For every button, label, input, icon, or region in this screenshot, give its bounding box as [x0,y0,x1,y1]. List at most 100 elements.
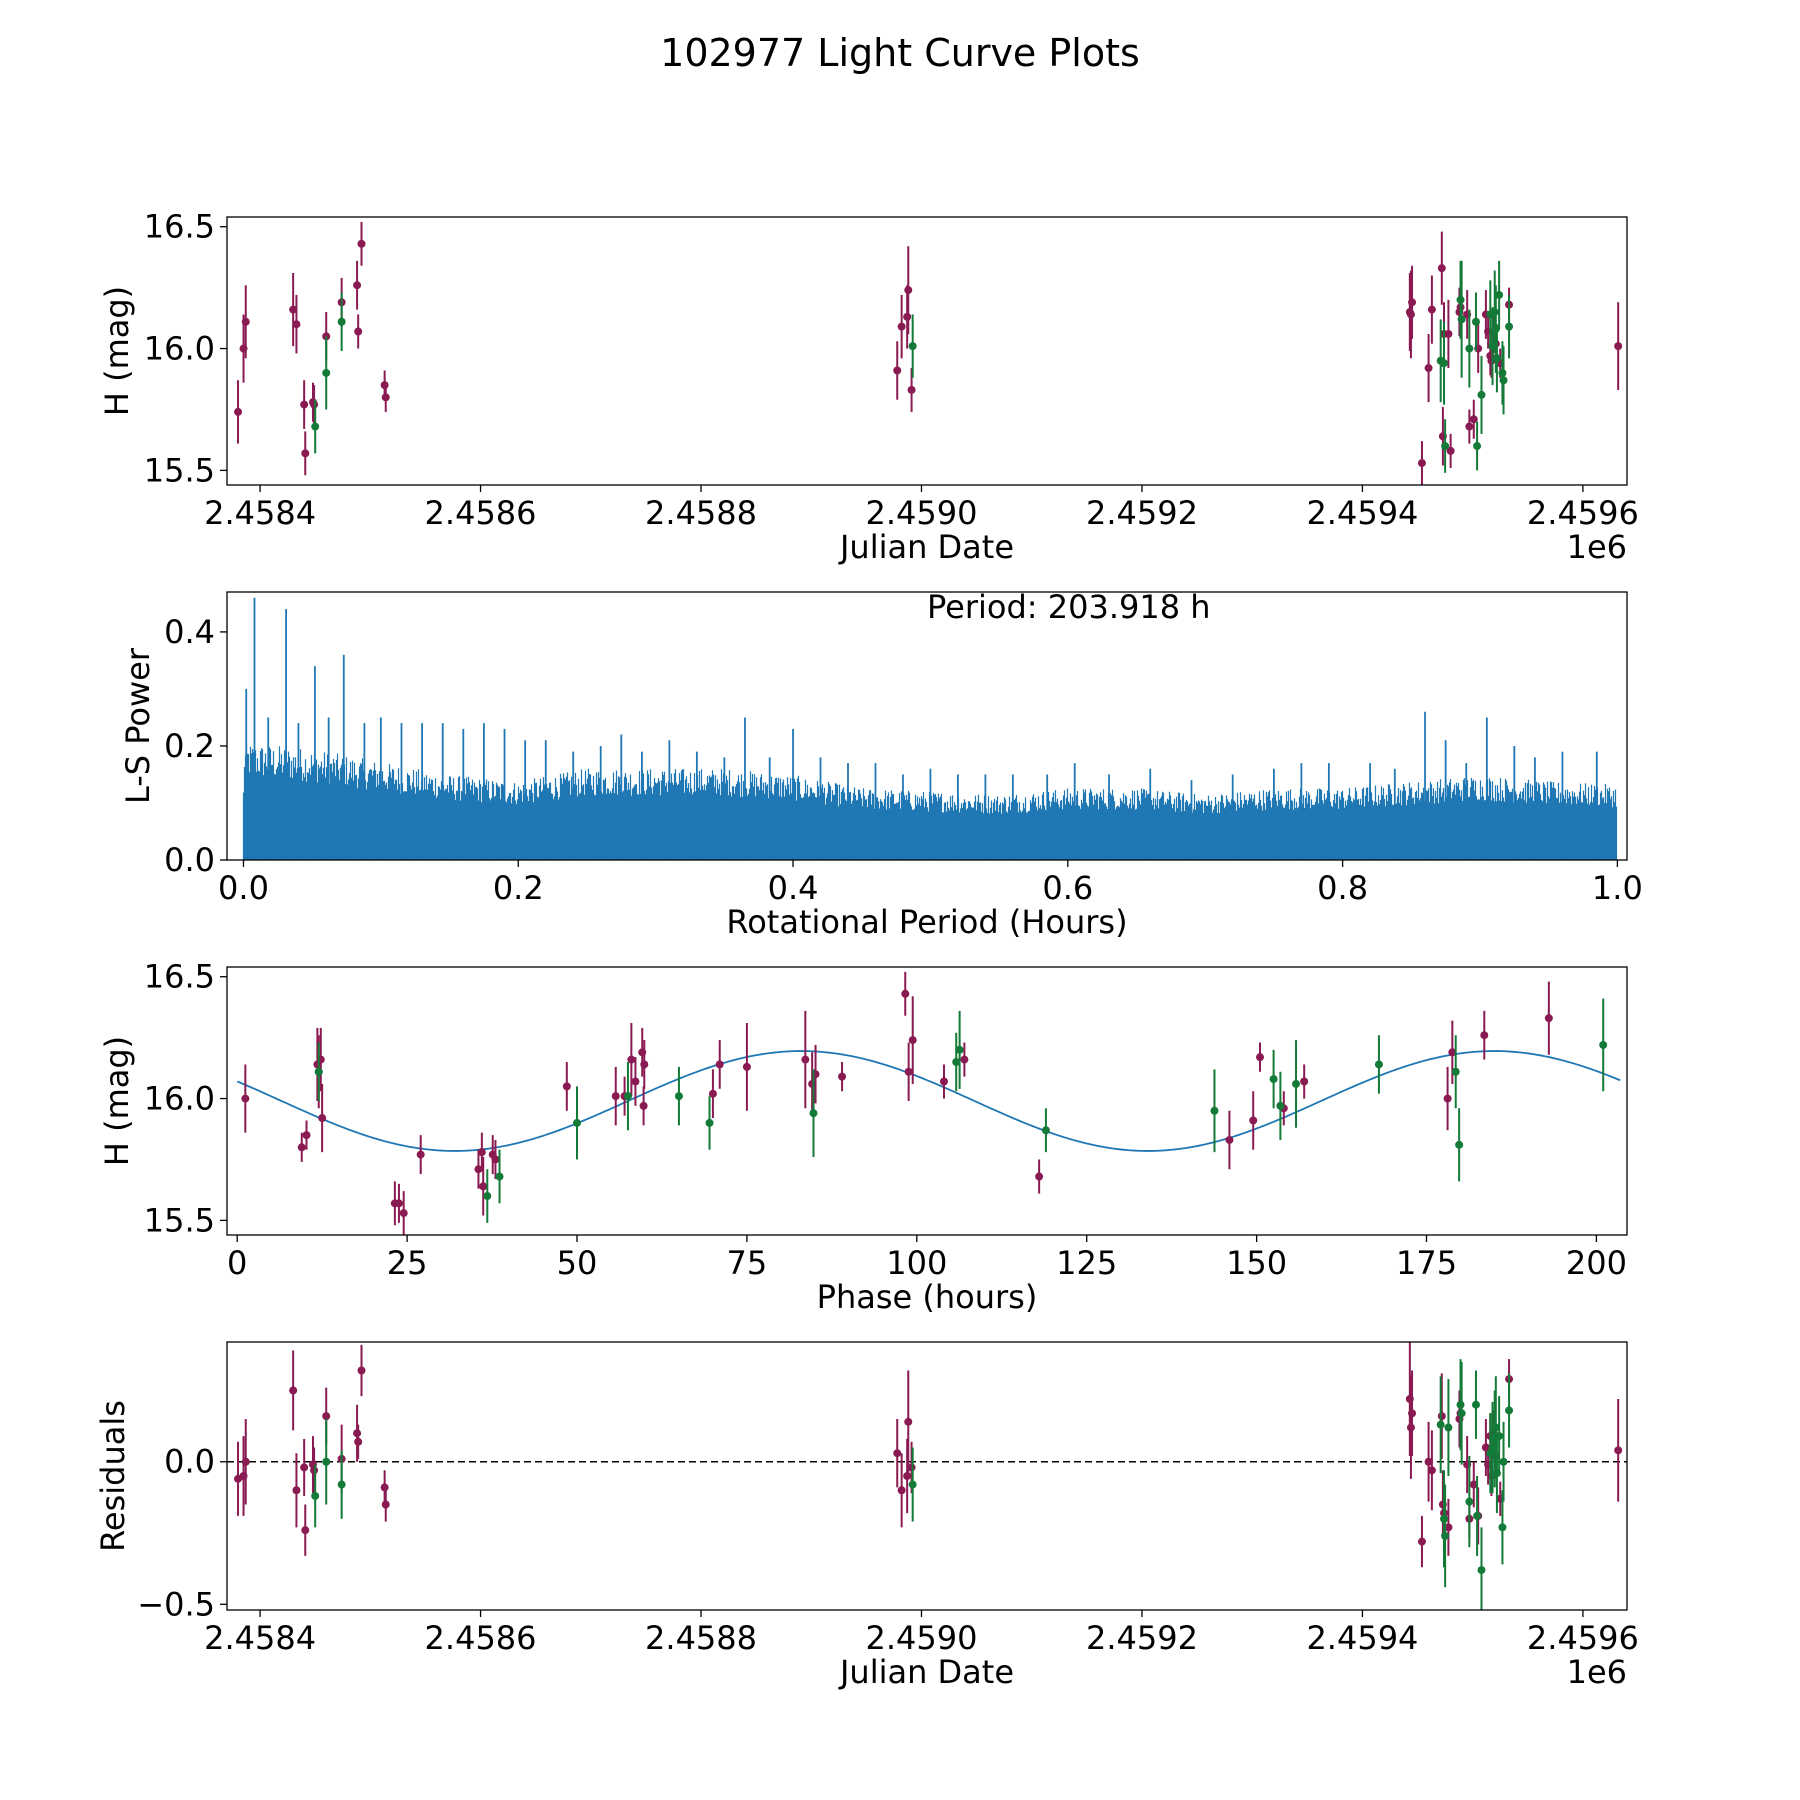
x-tick-label: 0.8 [1317,869,1368,907]
green-data-point [1276,1101,1285,1110]
x-tick-label: 0.4 [768,869,819,907]
green-data-point [495,1172,504,1181]
panel-residuals-frame [226,1341,1628,1611]
green-data-point [1456,1400,1465,1409]
panel-julian-date-frame [226,216,1628,486]
maroon-data-point [477,1148,486,1157]
clipped-marks [236,971,1621,1235]
maroon-data-point [1256,1053,1265,1062]
maroon-data-point [1437,264,1446,273]
green-data-point [1441,442,1450,451]
sinusoid-fit-curve [236,1050,1621,1152]
panel-phase: 0 25 50 75 100 125 150 175 200 15.5 16.0 16.5 Phase… [98,958,1628,1316]
maroon-data-point [234,407,243,416]
maroon-data-point [1424,364,1433,373]
maroon-data-point [631,1077,640,1086]
x-tick-label: 100 [886,1244,947,1282]
green-data-point [1440,1514,1449,1523]
green-data-point [1456,295,1465,304]
y-tick-label: 16.0 [144,330,215,368]
y-tick-label: 0.4 [164,613,215,651]
maroon-data-point [1443,1094,1452,1103]
maroon-data-point [353,1429,362,1438]
x-tick-label: 125 [1056,1244,1117,1282]
maroon-data-point [1424,1457,1433,1466]
green-data-point [1455,1140,1464,1149]
x-tick-label: 2.4592 [1086,494,1198,532]
x-tick-label: 50 [557,1244,598,1282]
panel-periodogram-plot-area [242,597,1618,860]
maroon-data-point [1427,1466,1436,1475]
panel-periodogram-frame [226,591,1628,861]
maroon-data-point [903,1472,912,1480]
y-tick-label: −0.5 [137,1585,215,1623]
maroon-data-point [301,449,310,458]
y-tick-label: 0.0 [164,841,215,879]
x-tick-label: 2.4588 [645,494,757,532]
maroon-data-point [241,317,250,326]
green-data-point [1499,376,1508,385]
green-data-point [1465,344,1474,353]
maroon-data-point [708,1089,717,1098]
green-data-point [623,1092,632,1101]
maroon-data-point [1448,1048,1457,1057]
green-data-point [1441,1531,1450,1540]
maroon-data-point [1408,298,1417,307]
x-tick-label: 2.4590 [866,494,978,532]
green-data-point [1495,1432,1504,1441]
y-tick-label: 16.5 [144,958,215,996]
panel-periodogram: 0.0 0.2 0.4 0.6 0.8 1.0 0.0 0.2 0.4 Period: 203.… [119,588,1643,941]
maroon-data-point [1408,1409,1417,1418]
maroon-data-point [357,1366,366,1375]
maroon-data-point [241,1094,250,1103]
green-data-point [1473,442,1482,451]
maroon-data-point [357,239,366,248]
maroon-data-point [897,1486,906,1495]
x-tick-label: 2.4594 [1306,1619,1418,1657]
panel-periodogram-xlabel: Rotational Period (Hours) [726,903,1127,941]
maroon-data-point [310,1466,319,1475]
y-tick-label: 16.5 [144,208,215,246]
maroon-data-point [302,1131,311,1140]
panel-phase-ylabel: H (mag) [98,1036,136,1166]
x-tick-label: 175 [1396,1244,1457,1282]
panel-residuals-plot-area [227,1342,1627,1610]
green-data-point [705,1118,714,1127]
periodogram-spectrum [242,742,1618,860]
green-data-point [1465,1497,1474,1506]
y-tick-label: 15.5 [144,1201,215,1239]
maroon-data-point [241,1457,250,1466]
x-tick-label: 0.0 [218,869,269,907]
maroon-data-point [297,1143,306,1152]
clipped-marks [227,1342,1627,1610]
panel-residuals: 2.4584 2.4586 2.4588 2.4590 2.4592 2.4594 2.45… [94,1341,1639,1691]
maroon-data-point [399,1209,408,1218]
maroon-data-point [289,305,298,314]
maroon-data-point [301,1526,310,1535]
y-tick-label: 0.2 [164,727,215,765]
panel-julian-date-plot-area [234,221,1623,485]
green-data-point [314,1067,323,1076]
maroon-data-point [479,1182,488,1191]
x-tick-label: 0 [227,1244,247,1282]
maroon-data-point [1225,1135,1234,1144]
maroon-data-point [322,1412,331,1421]
maroon-data-point [801,1055,810,1064]
green-data-point [1451,1067,1460,1076]
maroon-data-point [1544,1014,1553,1023]
maroon-data-point [1446,446,1455,455]
maroon-data-point [292,320,301,329]
panel-residuals-ylabel: Residuals [94,1400,132,1552]
maroon-data-point [289,1386,298,1395]
x-tick-label: 2.4594 [1306,494,1418,532]
maroon-data-point [640,1060,649,1069]
maroon-data-point [300,1463,309,1472]
panel-julian-date-ticks: 2.4584 2.4586 2.4588 2.4590 2.4592 2.4594 2.45… [144,208,1639,532]
x-tick-label: 150 [1226,1244,1287,1282]
panel-julian-date-offset: 1e6 [1567,528,1627,566]
maroon-data-point [491,1155,500,1164]
green-data-point [1292,1079,1301,1088]
y-tick-label: 15.5 [144,451,215,489]
maroon-data-point [292,1486,301,1495]
